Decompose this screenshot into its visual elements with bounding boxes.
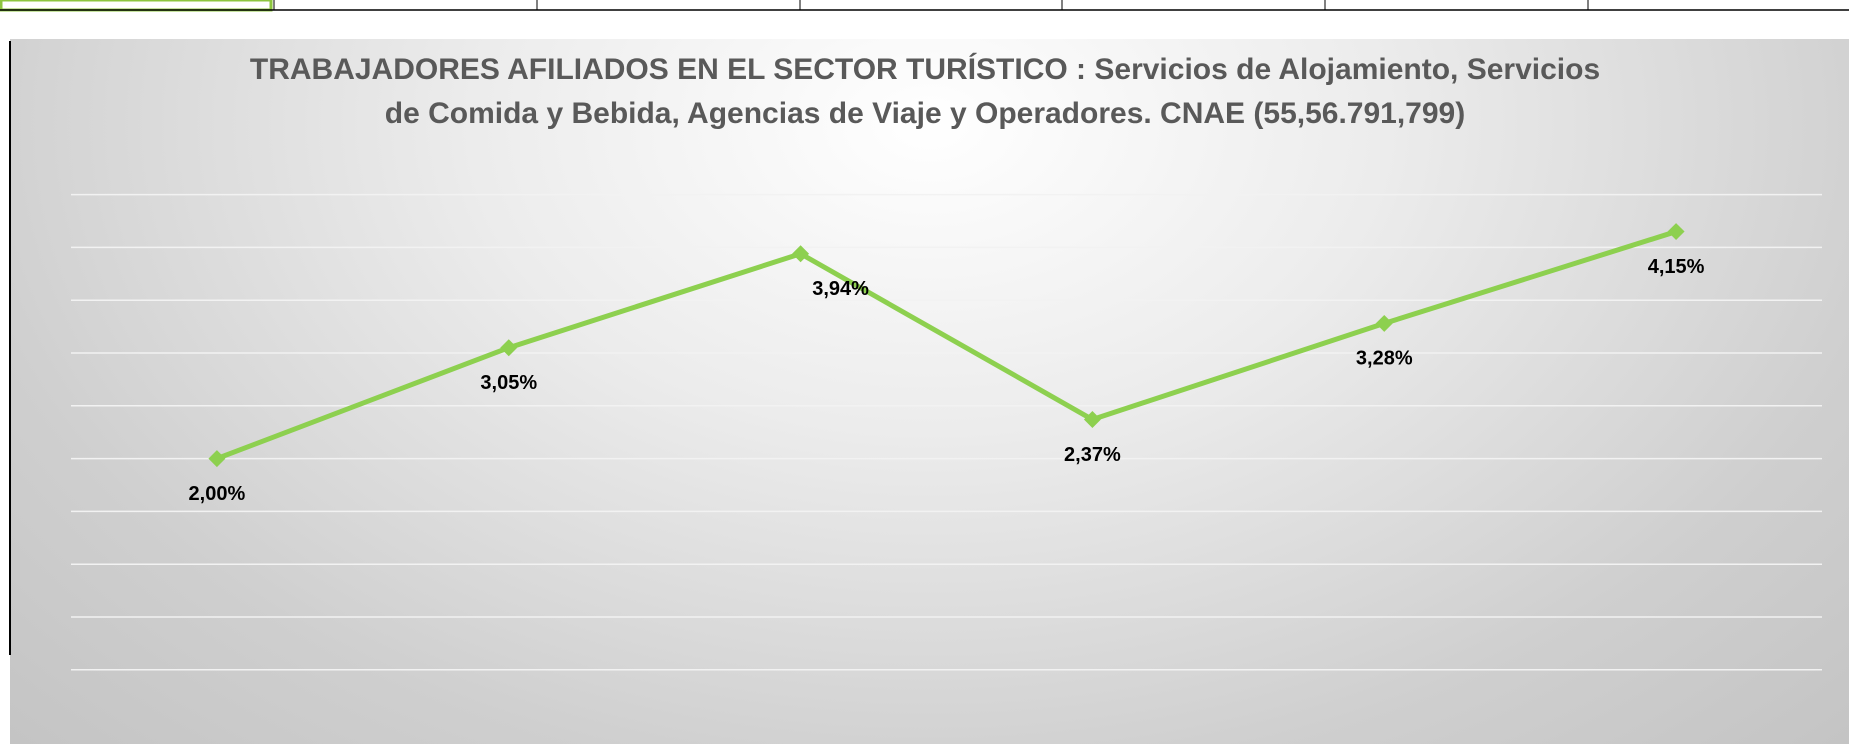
- marker: [1667, 223, 1685, 241]
- marker: [792, 245, 810, 263]
- data-label: 3,05%: [480, 372, 537, 394]
- data-label: 3,28%: [1356, 348, 1413, 370]
- data-label: 3,94%: [812, 278, 869, 300]
- marker: [500, 339, 518, 357]
- sheet-edge: [9, 41, 11, 655]
- data-label: 4,15%: [1648, 256, 1705, 278]
- marker: [1375, 314, 1393, 332]
- chart-area: [10, 39, 1849, 744]
- chart-title: TRABAJADORES AFILIADOS EN EL SECTOR TURÍ…: [249, 53, 1601, 130]
- data-label: 2,00%: [189, 483, 246, 505]
- marker: [208, 450, 226, 468]
- line: [216, 229, 1677, 461]
- sheet-row: [0, 0, 1849, 12]
- data-label: 2,37%: [1064, 444, 1121, 466]
